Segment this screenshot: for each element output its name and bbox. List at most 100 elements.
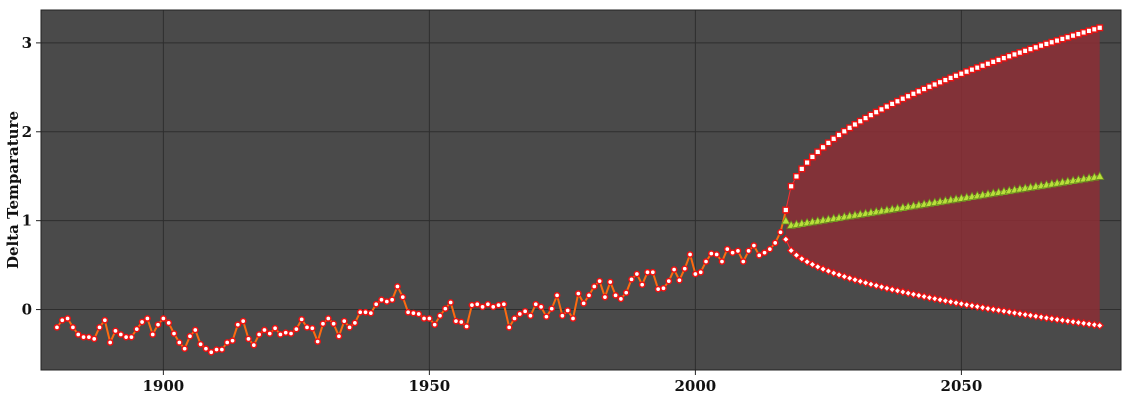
history-point (133, 325, 141, 333)
history-point (676, 276, 683, 284)
confidence-band (785, 27, 1100, 326)
history-point (521, 307, 529, 315)
lower-bound-point (1010, 308, 1019, 318)
upper-bound-point (830, 135, 838, 143)
history-point (500, 300, 508, 308)
history-point (378, 296, 385, 304)
history-point (314, 338, 322, 345)
history-point (723, 245, 731, 253)
lower-bound-point (1063, 316, 1073, 326)
history-point (457, 318, 465, 326)
history-point (622, 289, 630, 297)
history-point (383, 298, 391, 305)
lower-bound-point (962, 300, 972, 310)
history-point (330, 320, 337, 328)
history-point (58, 316, 66, 324)
history-point (463, 323, 470, 330)
history-point (537, 303, 545, 311)
history-point (324, 315, 332, 322)
history-point (346, 323, 353, 331)
history-point (117, 331, 125, 338)
history-point (447, 299, 455, 306)
upper-bound-point (808, 153, 816, 161)
history-point (692, 270, 699, 278)
forecast-mean-point (1095, 171, 1105, 180)
lower-bound-point (1074, 318, 1083, 327)
history-point (527, 312, 534, 320)
history-point (660, 284, 667, 292)
history-point (415, 310, 423, 318)
lower-bound-point (1036, 312, 1046, 322)
lower-bound-point (1095, 321, 1105, 330)
history-point (154, 321, 162, 329)
history-point (298, 315, 306, 323)
lower-bound-point (893, 286, 902, 296)
history-point (644, 268, 651, 276)
history-point (362, 308, 369, 316)
history-point (601, 293, 609, 301)
lower-bound-point (802, 257, 812, 267)
history-point (436, 312, 444, 320)
history-point (638, 281, 646, 289)
lower-bound-point (1047, 314, 1057, 324)
history-point (255, 331, 263, 338)
history-point (122, 333, 130, 341)
history-point (564, 307, 572, 314)
forecast-mean-point (781, 215, 791, 225)
lower-bound-point (1079, 319, 1089, 328)
history-point (495, 301, 502, 309)
history-point (245, 335, 252, 343)
lower-bound-point (967, 301, 977, 311)
y-tick-label: 2 (22, 123, 32, 141)
lower-bound-point (1015, 309, 1025, 319)
history-point (138, 318, 146, 326)
lower-bound-point (919, 292, 929, 301)
history-point (585, 291, 593, 299)
history-point (606, 278, 614, 286)
history-point (223, 339, 231, 346)
history-point (367, 309, 375, 317)
history-point (149, 331, 157, 338)
lower-bound-point (1020, 310, 1030, 319)
lower-bound-point (781, 235, 791, 244)
series-markers (53, 24, 1105, 356)
history-point (633, 270, 641, 278)
history-point (761, 249, 768, 257)
history-point (287, 330, 295, 337)
lower-bound-point (973, 302, 982, 312)
history-point (617, 295, 625, 303)
history-point (505, 323, 513, 331)
history-point (649, 268, 657, 276)
upper-bound-point (803, 159, 811, 167)
history-point (734, 247, 742, 255)
lower-bound-point (946, 297, 956, 307)
upper-bound-point (819, 143, 827, 151)
history-point (702, 258, 710, 265)
upper-bound-point (798, 165, 806, 173)
lower-bound-point (999, 306, 1009, 316)
x-tick-label: 1900 (142, 377, 184, 395)
x-tick-label: 2000 (675, 377, 717, 395)
history-point (351, 319, 359, 327)
history-point (473, 300, 481, 308)
history-point (74, 331, 82, 338)
history-point (234, 321, 242, 329)
lower-bound-point (994, 306, 1003, 315)
history-point (420, 315, 428, 322)
lower-bound-point (1004, 307, 1014, 317)
lower-bound-point (1068, 317, 1078, 327)
history-point (596, 277, 603, 285)
history-point (665, 277, 673, 285)
history-point (181, 345, 188, 353)
history-point (266, 330, 274, 337)
lower-bound-point (786, 246, 796, 255)
history-point (80, 333, 87, 341)
history-point (745, 247, 752, 255)
history-point (484, 300, 492, 308)
lower-bound-point (1058, 315, 1067, 325)
history-point (372, 300, 380, 308)
history-point (160, 315, 167, 322)
x-tick-label: 2050 (941, 377, 983, 395)
history-point (468, 301, 476, 309)
